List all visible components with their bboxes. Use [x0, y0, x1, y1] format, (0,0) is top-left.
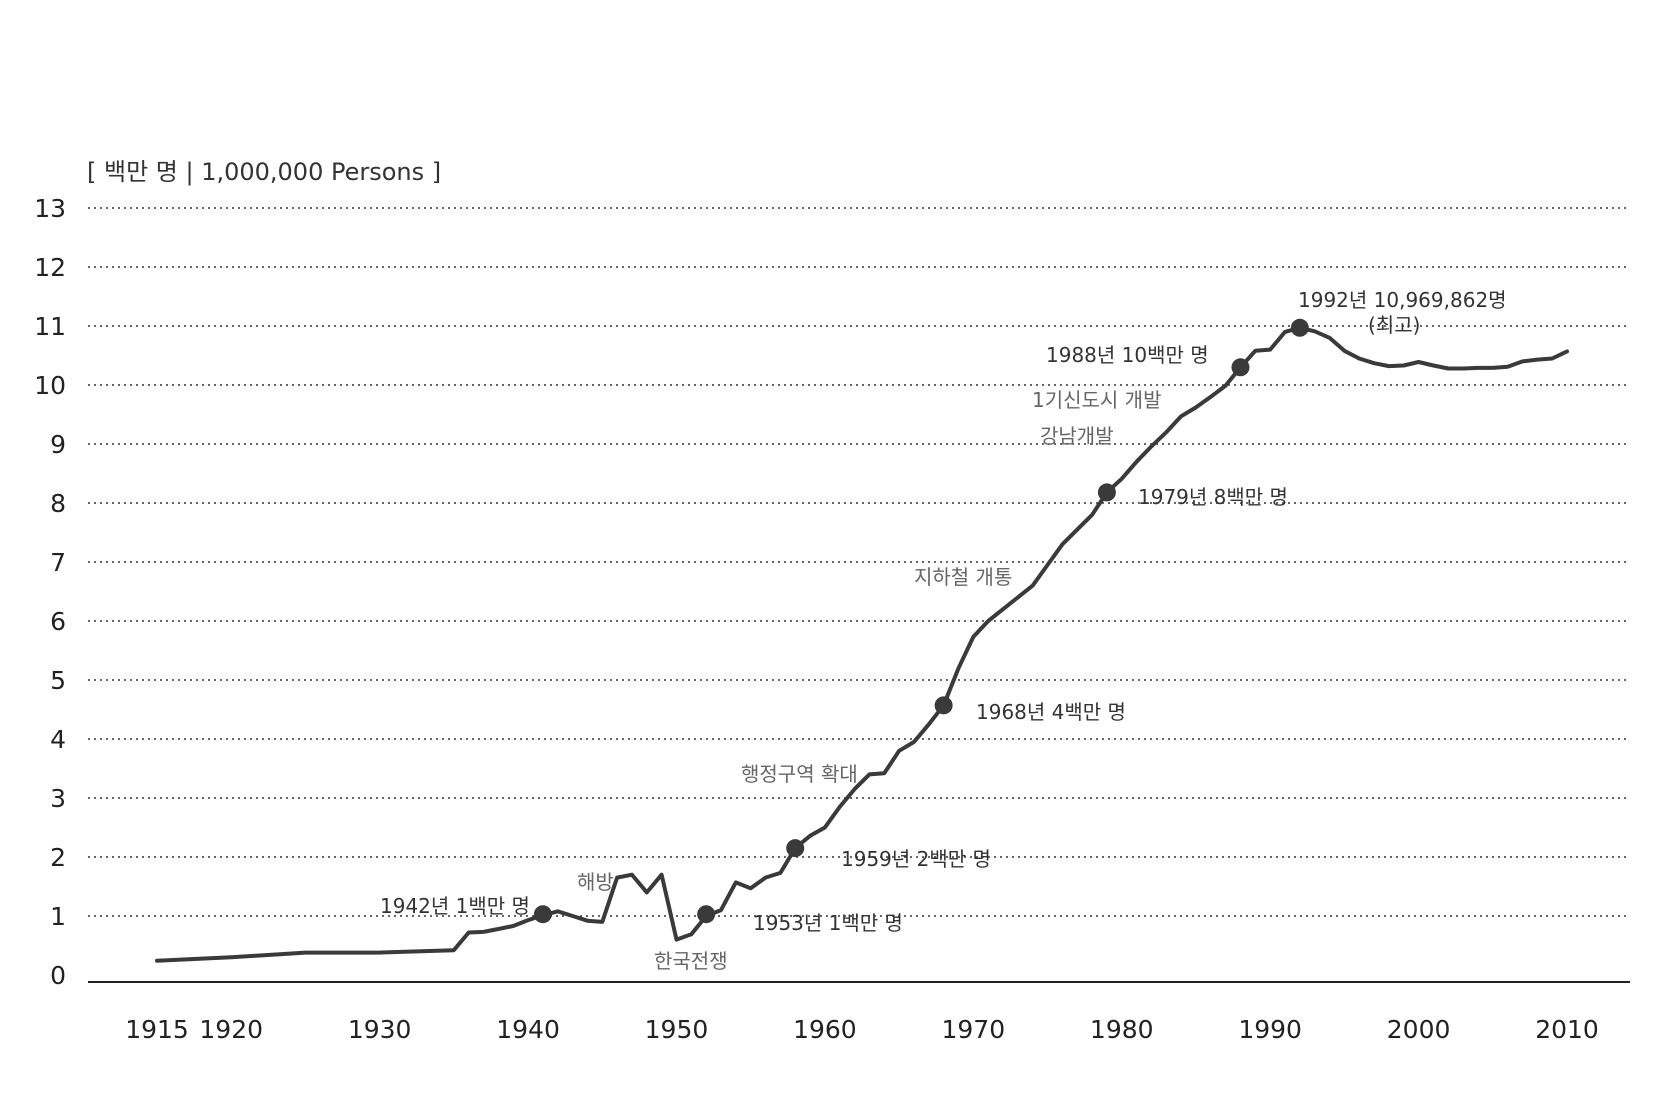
y-tick-label: 12	[34, 253, 66, 282]
annotation-label: 강남개발	[1040, 424, 1114, 448]
annotation-label: 행정구역 확대	[741, 762, 858, 786]
milestone-markers	[533, 318, 1309, 924]
marker-point	[533, 905, 552, 924]
y-tick-label: 4	[50, 725, 66, 754]
y-tick-label: 8	[50, 489, 66, 518]
x-tick-label: 1980	[1090, 1015, 1154, 1044]
annotation-label: 1953년 1백만 명	[753, 911, 903, 935]
y-tick-label: 9	[50, 430, 66, 459]
annotation-label: 해방	[577, 870, 614, 894]
marker-point	[1097, 483, 1116, 502]
y-tick-label: 13	[34, 194, 66, 223]
y-tick-label: 1	[50, 902, 66, 931]
x-tick-label: 1915	[125, 1015, 189, 1044]
annotation-label: (최고)	[1368, 313, 1420, 337]
y-tick-label: 10	[34, 371, 66, 400]
annotation-label: 한국전쟁	[654, 949, 728, 973]
x-tick-label: 1960	[793, 1015, 857, 1044]
x-tick-label: 1970	[942, 1015, 1006, 1044]
marker-point	[697, 905, 716, 924]
x-tick-labels: 1915 1920 1930 1940 1950 1960 1970 1980 1990 2000…	[125, 1015, 1599, 1044]
annotation-label: 1988년 10백만 명	[1046, 343, 1209, 367]
annotation-label: 1979년 8백만 명	[1138, 485, 1288, 509]
x-tick-label: 2010	[1535, 1015, 1599, 1044]
y-tick-label: 11	[34, 312, 66, 341]
annotation-label: 1959년 2백만 명	[841, 847, 991, 871]
y-tick-label: 5	[50, 666, 66, 695]
annotation-label: 1992년 10,969,862명	[1298, 288, 1507, 312]
series-layer	[155, 325, 1569, 963]
x-tick-label: 1990	[1238, 1015, 1302, 1044]
x-tick-label: 1950	[645, 1015, 709, 1044]
y-tick-label: 3	[50, 784, 66, 813]
y-tick-label: 0	[50, 961, 66, 990]
annotation-label: 1942년 1백만 명	[380, 894, 530, 918]
annotation-label: 지하철 개통	[914, 565, 1012, 589]
series-line-0	[155, 325, 1569, 963]
annotation-label: 1기신도시 개발	[1032, 388, 1161, 412]
x-tick-label: 1920	[199, 1015, 263, 1044]
annotation-label: 1968년 4백만 명	[976, 700, 1126, 724]
y-tick-label: 2	[50, 843, 66, 872]
marker-point	[786, 839, 805, 858]
x-tick-label: 2000	[1387, 1015, 1451, 1044]
y-tick-label: 6	[50, 607, 66, 636]
y-tick-label: 7	[50, 548, 66, 577]
x-tick-label: 1930	[348, 1015, 412, 1044]
marker-point	[934, 696, 953, 715]
gridlines	[88, 207, 1630, 917]
marker-point	[1290, 318, 1309, 337]
x-tick-label: 1940	[496, 1015, 560, 1044]
y-axis-unit-label: [ 백만 명 | 1,000,000 Persons ]	[87, 158, 441, 186]
marker-point	[1231, 358, 1250, 377]
